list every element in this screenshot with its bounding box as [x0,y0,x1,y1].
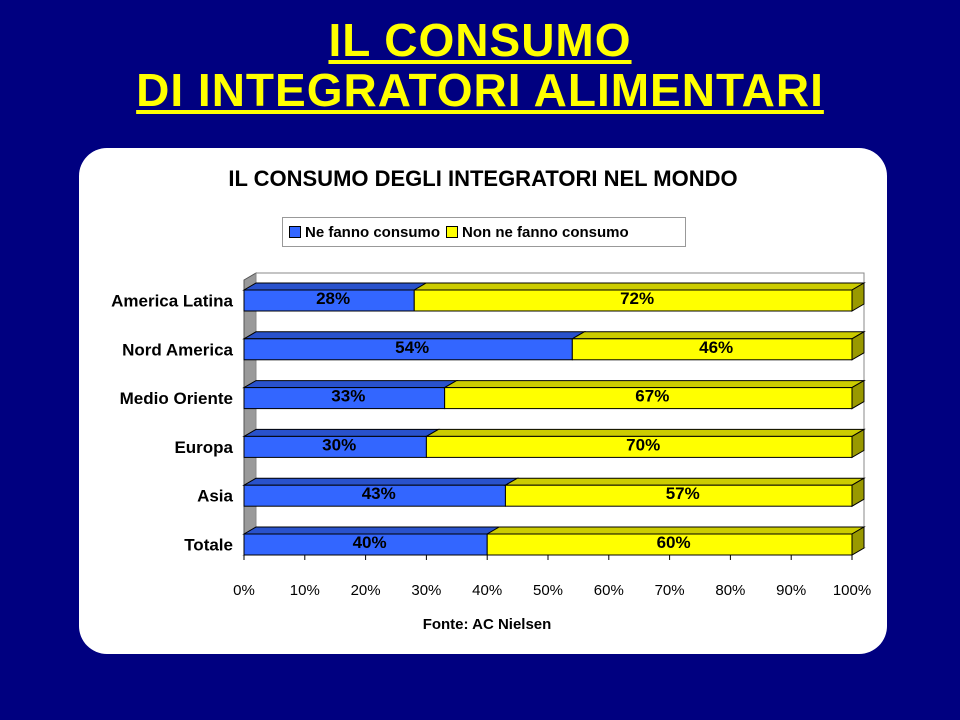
x-tick-label: 90% [776,582,806,599]
legend-item-non-ne-fanno: Non ne fanno consumo [446,224,629,241]
legend-label-non-ne-fanno: Non ne fanno consumo [462,223,629,241]
x-tick-label: 50% [533,582,563,599]
legend-swatch-blue [289,226,301,238]
bar-non-ne-fanno [425,435,853,458]
x-tick-label: 40% [472,582,502,599]
slide-title-line2: DI INTEGRATORI ALIMENTARI [136,64,824,116]
x-tick-label: 30% [411,582,441,599]
legend-item-ne-fanno: Ne fanno consumo [289,224,440,241]
plot-side-wall [243,272,257,556]
x-tick-label: 70% [655,582,685,599]
data-label: 57% [666,484,700,503]
x-tick-label: 20% [351,582,381,599]
chart-source: Fonte: AC Nielsen [422,616,552,633]
bar-non-ne-fanno [444,387,853,410]
legend-swatch-yellow [446,226,459,238]
bar-non-ne-fanno [504,484,853,507]
category-label: Europa [174,438,233,457]
slide-title-line1: IL CONSUMO [328,14,632,66]
data-label: 54% [395,338,429,357]
plot-back-wall [255,272,865,549]
data-label: 70% [626,435,660,454]
x-tick-label: 80% [715,582,745,599]
bar-non-ne-fanno [413,289,853,312]
bar-non-ne-fanno [571,338,853,361]
category-label: Totale [184,536,233,555]
chart-legend: Ne fanno consumo Non ne fanno consumo [282,217,686,247]
x-tick-label: 60% [594,582,624,599]
category-label: Medio Oriente [120,389,233,408]
data-label: 33% [331,387,365,406]
category-label: Nord America [122,340,233,359]
x-tick-label: 10% [290,582,320,599]
category-label: America Latina [111,292,233,311]
bar-non-ne-fanno [486,533,853,556]
data-label: 60% [657,533,691,552]
data-label: 43% [362,484,396,503]
x-tick-label: 100% [833,582,871,599]
data-label: 46% [699,338,733,357]
data-label: 72% [620,289,654,308]
category-label: Asia [197,487,233,506]
data-label: 28% [316,289,350,308]
data-label: 40% [353,533,387,552]
data-label: 67% [635,387,669,406]
x-tick-label: 0% [233,582,255,599]
data-label: 30% [322,435,356,454]
chart-title: IL CONSUMO DEGLI INTEGRATORI NEL MONDO [228,166,738,191]
legend-label-ne-fanno: Ne fanno consumo [305,223,441,241]
